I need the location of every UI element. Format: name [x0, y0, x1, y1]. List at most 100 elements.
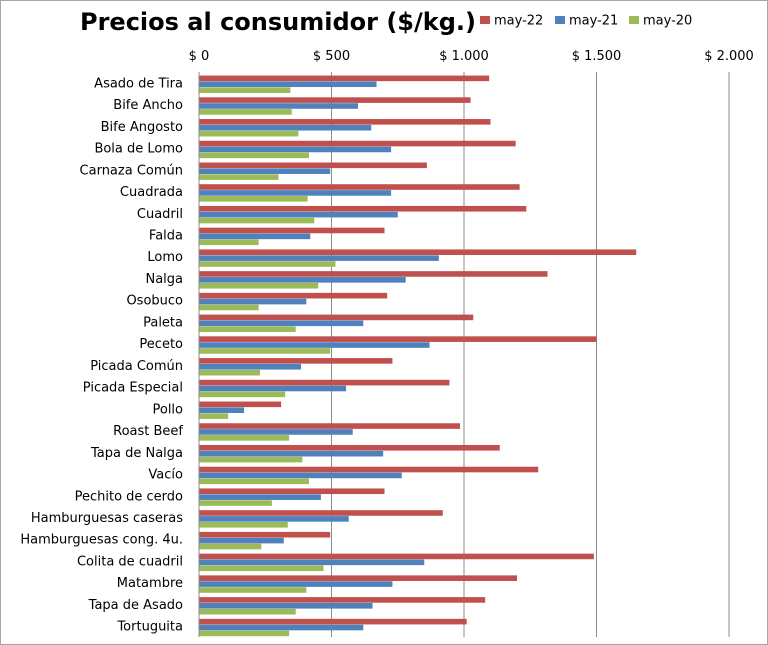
x-tick-label: $ 1.500 — [572, 49, 622, 64]
bar-may-22 — [199, 466, 539, 473]
bar-may-22 — [199, 423, 461, 429]
bar-may-20 — [199, 304, 259, 311]
bar-may-20 — [199, 282, 319, 289]
category-label: Tapa de Nalga — [90, 446, 183, 461]
bar-may-21 — [199, 320, 364, 327]
bar-may-21 — [199, 124, 372, 131]
bar-may-21 — [199, 494, 321, 500]
category-label: Colita de cuadril — [77, 554, 183, 569]
bar-may-22 — [199, 140, 516, 147]
category-label: Peceto — [139, 337, 183, 352]
bar-may-21 — [199, 233, 311, 240]
bar-may-22 — [199, 401, 282, 408]
bar-may-21 — [199, 255, 439, 261]
bar-may-21 — [199, 342, 430, 348]
bar-may-22 — [199, 75, 490, 82]
bar-may-21 — [199, 559, 425, 566]
category-label: Hamburguesas cong. 4u. — [20, 533, 183, 548]
category-label: Cuadrada — [120, 185, 183, 200]
bar-may-20 — [199, 630, 290, 637]
bar-may-22 — [199, 184, 520, 190]
bar-may-21 — [199, 429, 353, 435]
bar-may-20 — [199, 608, 296, 615]
bar-may-22 — [199, 531, 331, 538]
bar-may-21 — [199, 103, 358, 109]
bar-may-20 — [199, 456, 303, 463]
bar-may-21 — [199, 603, 373, 609]
category-label: Tortuguita — [116, 620, 183, 635]
x-tick-label: $ 2.000 — [704, 49, 754, 64]
bar-may-20 — [199, 261, 336, 267]
bar-may-20 — [199, 500, 272, 506]
x-tick-label: $ 0 — [189, 49, 210, 64]
bar-may-22 — [199, 597, 486, 603]
bar-may-20 — [199, 87, 291, 93]
bar-may-21 — [199, 516, 349, 522]
bar-may-20 — [199, 543, 262, 550]
bar-may-21 — [199, 363, 302, 370]
bar-may-22 — [199, 227, 385, 234]
bar-may-22 — [199, 292, 388, 299]
x-axis-tick-labels: $ 0 $ 500 $ 1.000 $ 1.500 $ 2.000 — [189, 49, 754, 64]
category-label: Carnaza Común — [80, 163, 183, 178]
bar-may-21 — [199, 472, 402, 479]
bar-may-22 — [199, 444, 500, 451]
bar-may-21 — [199, 407, 245, 414]
bar-may-20 — [199, 109, 292, 115]
bar-may-22 — [199, 314, 474, 321]
bar-may-22 — [199, 510, 443, 516]
bar-may-20 — [199, 152, 309, 159]
category-label: Bife Angosto — [101, 120, 183, 135]
bar-may-22 — [199, 488, 385, 495]
bar-may-22 — [199, 336, 597, 342]
bar-may-22 — [199, 618, 467, 625]
bar-may-20 — [199, 326, 296, 333]
legend: may-22 may-21 may-20 — [480, 14, 692, 29]
bar-may-20 — [199, 196, 308, 202]
category-label: Vacío — [148, 468, 183, 483]
bar-may-22 — [199, 553, 594, 560]
category-labels: Asado de Tira Bife Ancho Bife Angosto Bola … — [20, 76, 183, 634]
category-label: Nalga — [145, 272, 183, 287]
bar-may-20 — [199, 130, 299, 137]
legend-label: may-20 — [643, 14, 692, 29]
chart-title: Precios al consumidor ($/kg.) — [80, 8, 476, 36]
bar-may-22 — [199, 575, 517, 581]
category-label: Matambre — [117, 576, 183, 591]
category-label: Bola de Lomo — [94, 142, 183, 157]
category-label: Pollo — [152, 402, 183, 417]
bar-may-20 — [199, 521, 288, 528]
bar-may-20 — [199, 239, 259, 246]
bar-may-21 — [199, 385, 347, 392]
category-label: Bife Ancho — [113, 98, 183, 113]
bar-may-21 — [199, 581, 393, 587]
x-tick-label: $ 500 — [313, 49, 350, 64]
legend-label: may-21 — [569, 14, 618, 29]
bar-may-20 — [199, 174, 279, 180]
bar-may-21 — [199, 168, 331, 174]
legend-swatch — [480, 16, 490, 24]
category-label: Picada Especial — [83, 381, 183, 396]
category-label: Picada Común — [90, 359, 183, 374]
bar-may-21 — [199, 81, 377, 88]
bar-may-21 — [199, 211, 398, 218]
bar-may-20 — [199, 348, 331, 354]
bar-may-21 — [199, 624, 364, 631]
bar-may-20 — [199, 478, 309, 485]
legend-label: may-22 — [494, 14, 543, 29]
bar-may-21 — [199, 190, 392, 196]
bar-may-22 — [199, 119, 491, 125]
bar-may-20 — [199, 391, 286, 398]
bar-may-22 — [199, 97, 471, 103]
bar-may-22 — [199, 205, 527, 212]
bar-may-20 — [199, 369, 260, 376]
category-label: Roast Beef — [113, 424, 183, 439]
x-tick-label: $ 1.000 — [439, 49, 489, 64]
bar-may-20 — [199, 435, 290, 441]
bar-may-22 — [199, 249, 637, 256]
bar-may-21 — [199, 450, 384, 457]
bar-may-22 — [199, 379, 450, 386]
bar-may-21 — [199, 146, 392, 153]
bar-may-22 — [199, 162, 427, 169]
legend-swatch — [555, 16, 565, 24]
